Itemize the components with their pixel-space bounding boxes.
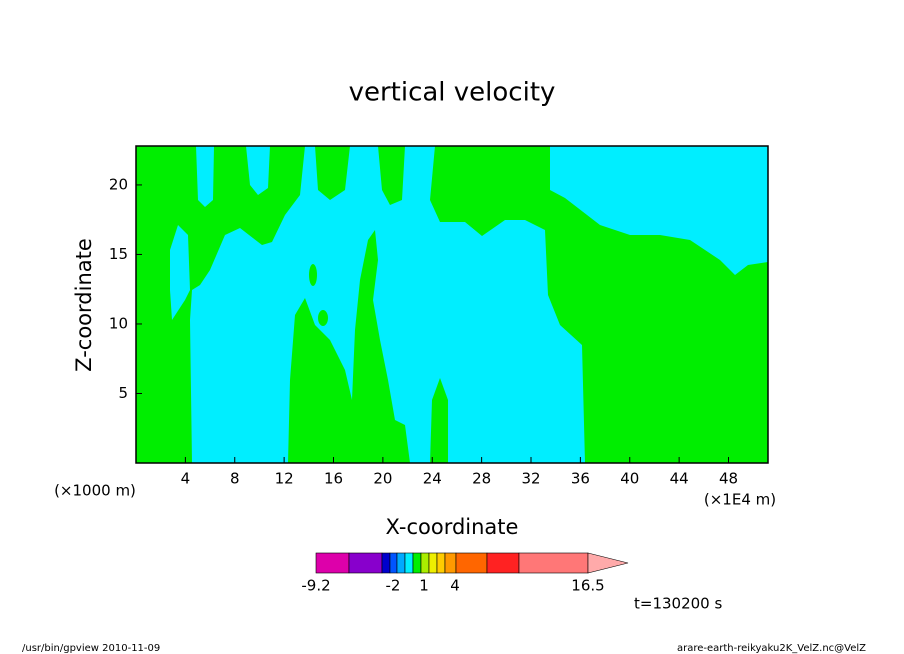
x-tick-label: 16 bbox=[324, 470, 343, 488]
y-tick-label: 5 bbox=[118, 384, 128, 402]
colorbar-cell bbox=[412, 552, 422, 574]
contour-field bbox=[136, 146, 768, 463]
contour-region bbox=[196, 146, 214, 207]
x-tick-label: 44 bbox=[670, 470, 689, 488]
y-tick-label: 15 bbox=[109, 245, 128, 263]
chart-title: vertical velocity bbox=[349, 78, 556, 108]
x-tick-label: 20 bbox=[373, 470, 392, 488]
colorbar-cell bbox=[436, 552, 446, 574]
time-label: t=130200 s bbox=[634, 595, 722, 613]
colorbar-cell bbox=[420, 552, 430, 574]
x-tick-label: 24 bbox=[423, 470, 442, 488]
colorbar-cell bbox=[396, 552, 406, 574]
x-tick-label: 8 bbox=[230, 470, 240, 488]
footer-left: /usr/bin/gpview 2010-11-09 bbox=[22, 643, 160, 654]
x-unit: (×1E4 m) bbox=[704, 491, 776, 509]
colorbar-tick-label: 1 bbox=[419, 577, 429, 595]
x-tick-label: 4 bbox=[181, 470, 191, 488]
y-unit: (×1000 m) bbox=[54, 482, 136, 500]
colorbar-cell bbox=[518, 552, 589, 574]
colorbar-cell bbox=[404, 552, 414, 574]
contour-region bbox=[430, 378, 448, 463]
contour-region bbox=[190, 146, 585, 463]
y-tick-label: 20 bbox=[109, 175, 128, 193]
colorbar-tick-label: -2 bbox=[386, 577, 401, 595]
x-tick-label: 12 bbox=[275, 470, 294, 488]
colorbar-cell bbox=[348, 552, 383, 574]
x-tick-label: 40 bbox=[620, 470, 639, 488]
colorbar-cell bbox=[381, 552, 391, 574]
x-tick-label: 48 bbox=[719, 470, 738, 488]
colorbar-tick-label: 4 bbox=[450, 577, 460, 595]
x-tick-label: 28 bbox=[472, 470, 491, 488]
colorbar-cell bbox=[444, 552, 457, 574]
plot-frame bbox=[135, 145, 769, 464]
contour-region bbox=[288, 230, 410, 463]
contour-region bbox=[170, 225, 190, 320]
x-tick-label: 32 bbox=[521, 470, 540, 488]
colorbar-cell bbox=[428, 552, 438, 574]
y-tick-label: 10 bbox=[109, 314, 128, 332]
contour-region bbox=[550, 146, 768, 275]
colorbar-cell bbox=[486, 552, 520, 574]
footer-right: arare-earth-reikyaku2K_VelZ.nc@VelZ bbox=[677, 643, 866, 654]
contour-region bbox=[246, 146, 270, 195]
contour-region bbox=[309, 264, 317, 286]
x-tick-label: 36 bbox=[571, 470, 590, 488]
contour-region bbox=[318, 310, 328, 326]
y-axis-title: Z-coordinate bbox=[72, 238, 96, 372]
x-axis-title: X-coordinate bbox=[386, 515, 519, 539]
colorbar-cell bbox=[389, 552, 398, 574]
colorbar-cell bbox=[315, 552, 350, 574]
colorbar-tick-label: -9.2 bbox=[301, 577, 330, 595]
colorbar-cell bbox=[455, 552, 488, 574]
colorbar-tick-label: 16.5 bbox=[571, 577, 604, 595]
colorbar-arrow bbox=[587, 552, 629, 574]
